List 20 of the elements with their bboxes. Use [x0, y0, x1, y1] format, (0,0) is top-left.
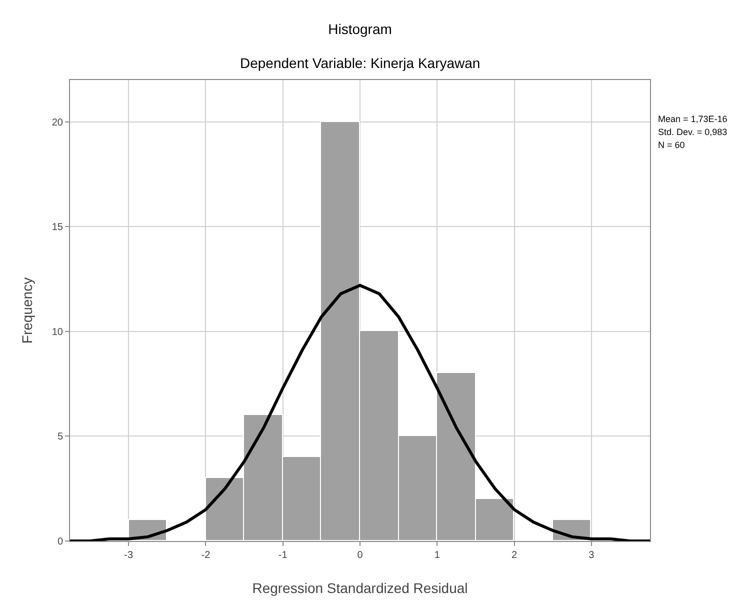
text: N = 60	[658, 140, 685, 150]
x-tick-label: -3	[124, 550, 134, 561]
line-series	[70, 284, 650, 541]
x-tick-label: -1	[278, 550, 288, 561]
y-tick-label: 10	[52, 326, 64, 338]
x-axis-title: Regression Standardized Residual	[252, 580, 468, 596]
chart-title: Histogram	[328, 21, 392, 38]
x-tick-label: 2	[511, 550, 518, 561]
x-tick-label: 3	[588, 550, 595, 561]
text: Std. Dev. = 0,983	[658, 127, 728, 137]
x-tick-label: 0	[357, 550, 364, 561]
text: Mean = 1,73E-16	[658, 114, 728, 124]
y-tick-label: 5	[57, 432, 64, 443]
y-tick-label: 15	[52, 222, 64, 234]
x-tick-label: -2	[201, 550, 211, 561]
y-tick-label: 0	[57, 536, 64, 548]
y-tick-label: 20	[52, 117, 64, 128]
chart-subtitle: Dependent Variable: Kinerja Karyawan	[240, 55, 480, 71]
x-tick-label: 1	[434, 550, 440, 561]
y-axis-title: Frequency	[19, 277, 35, 344]
